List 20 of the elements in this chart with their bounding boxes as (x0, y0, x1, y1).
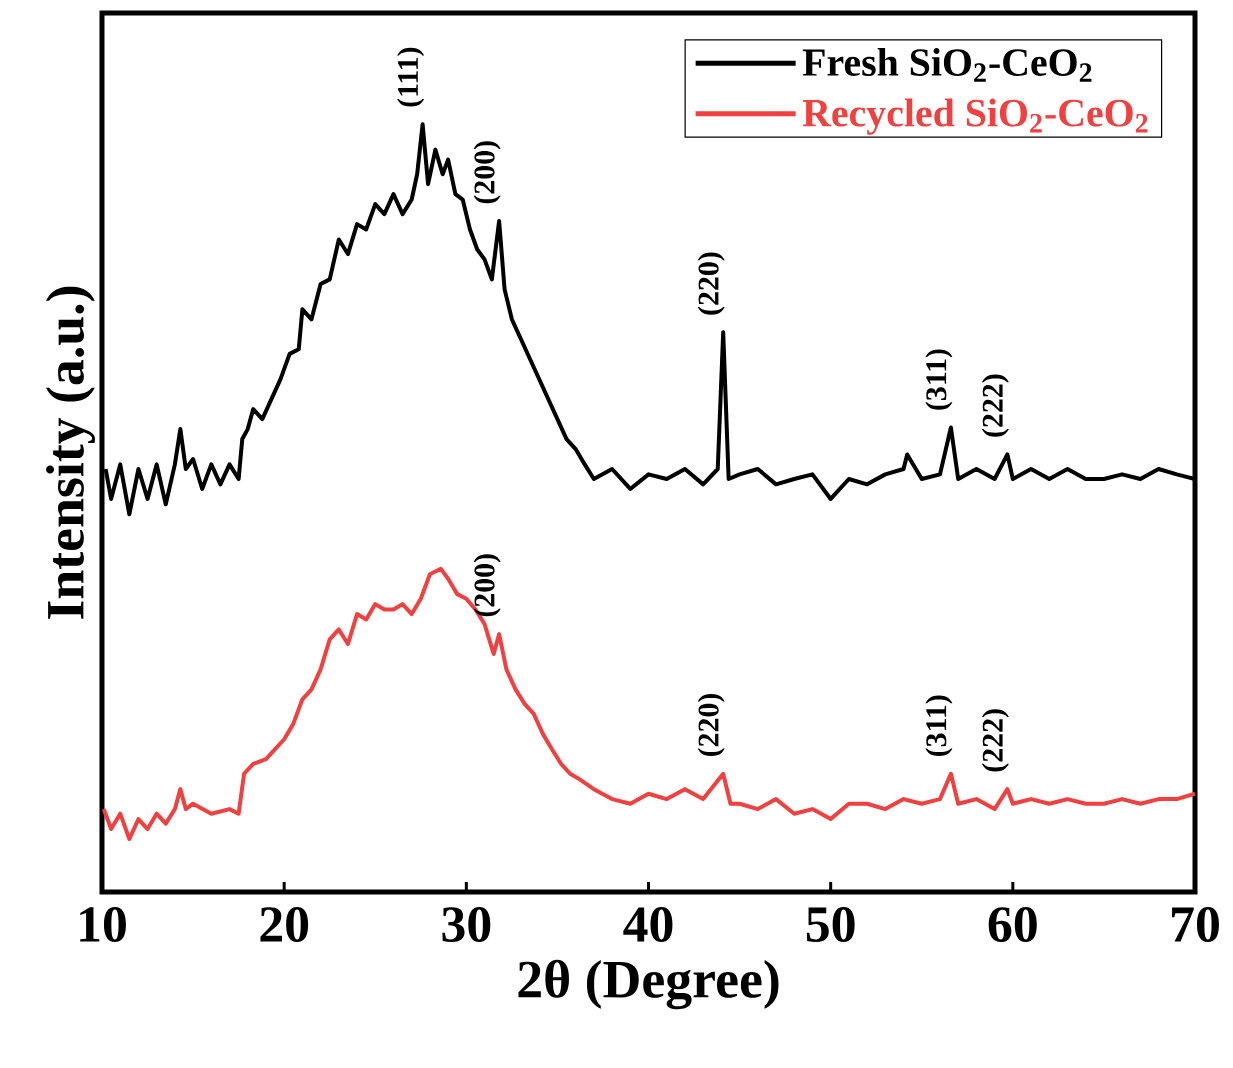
x-axis-title: 2θ (Degree) (518, 959, 779, 1010)
annotation: (220) (697, 252, 725, 315)
annotation: (222) (981, 374, 1009, 437)
annotation: (311) (925, 349, 953, 410)
y-axis-title: Intensity (a.u.) (46, 286, 95, 619)
legend-label: Fresh SiO$_{2}$-CeO$_{2}$ (802, 47, 1092, 82)
x-tick-label: 30 (442, 907, 491, 942)
x-tick-label: 50 (806, 907, 855, 942)
x-tick-label: 40 (623, 907, 673, 942)
annotation: (311) (925, 695, 953, 757)
x-tick-label: 20 (260, 907, 309, 942)
legend-label: Recycled SiO$_{2}$-CeO$_{2}$ (802, 98, 1148, 135)
x-tick-label: 70 (1172, 907, 1219, 942)
x-tick-label: 10 (80, 907, 126, 942)
annotation: (222) (981, 709, 1009, 772)
annotation: (220) (697, 693, 725, 757)
annotation: (111) (397, 47, 425, 107)
annotation: (200) (473, 141, 501, 204)
annotation: (200) (473, 554, 501, 617)
x-tick-label: 60 (988, 907, 1037, 942)
